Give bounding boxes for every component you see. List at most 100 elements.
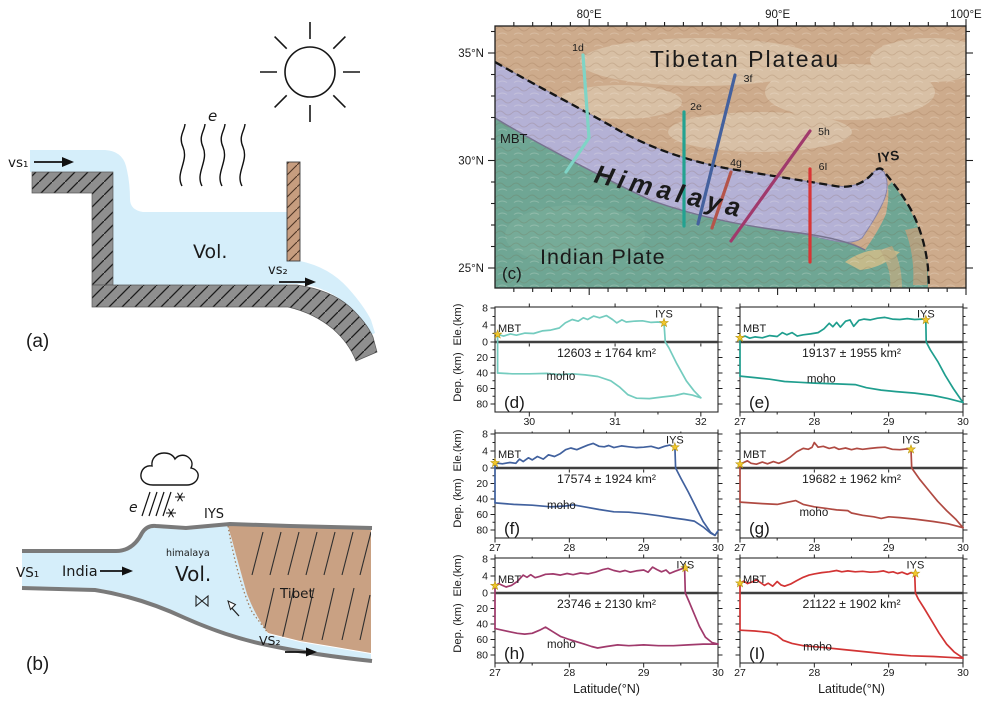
dep-tick-label: 20: [476, 352, 488, 364]
ele-axis-label: Ele.(km): [452, 429, 464, 471]
area-label: 19137 ± 1955 km²: [802, 346, 901, 360]
dep-tick-label: 60: [476, 509, 488, 521]
map-axis-ticks: 80°E 90°E 100°E 35°N 30°N 25°N: [458, 9, 982, 295]
moho-label: moho: [547, 639, 576, 651]
vs2-arrow: [285, 647, 317, 657]
ele-tick-label: 0: [482, 337, 488, 349]
elevation-profile: [494, 442, 676, 465]
himalaya-label: himalaya: [166, 548, 210, 559]
panel-a-reservoir-diagram: vs₁ vs₂ e Vol. (a): [8, 22, 378, 362]
dep-tick-label: 40: [476, 368, 488, 380]
moho-line: [494, 502, 719, 537]
dep-tick-label: 20: [476, 478, 488, 490]
mbt-marker: [489, 457, 501, 468]
vs2-arrow: [279, 277, 316, 287]
x-tick-label: 30: [712, 667, 724, 679]
iys-label: IYS: [907, 560, 925, 572]
crust-channel: [22, 526, 371, 659]
moho-line: [494, 626, 719, 649]
profile-panel-g: 27 28 29 30 MBT IYS moho 19682 ± 1962 km² (g): [734, 429, 969, 554]
ele-axis-label: Ele.(km): [452, 303, 464, 345]
mbt-marker: [734, 458, 746, 469]
extension-arrow-icon: [227, 600, 240, 617]
map-lat-tick-label: 25°N: [458, 263, 484, 275]
map-profile-label-4g: 4g: [730, 157, 742, 169]
left-wall: [31, 171, 114, 286]
x-tick-label: 31: [609, 416, 621, 428]
map-profile-label-5h: 5h: [818, 126, 830, 138]
panel-letter: (h): [504, 644, 525, 663]
map-lon-tick-label: 90°E: [765, 9, 790, 21]
profile-panel-I: 27 28 29 30 MBT IYS moho 21122 ± 1902 km² (I): [734, 554, 969, 679]
latitude-axis-label: Latitude(°N): [573, 682, 640, 696]
panel-a-letter: (a): [26, 331, 49, 352]
x-tick-label: 27: [734, 416, 746, 428]
iys-label: IYS: [655, 309, 673, 321]
map-profile-label-2e: 2e: [690, 101, 702, 113]
dep-tick-label: 80: [476, 399, 488, 411]
x-tick-label: 30: [957, 416, 969, 428]
elevation-profile: [496, 314, 665, 337]
moho-line: [739, 499, 964, 529]
dep-tick-label: 80: [476, 525, 488, 537]
evaporation-label: e: [208, 107, 217, 125]
evaporation-label: e: [129, 500, 138, 516]
moho-line: [739, 375, 964, 404]
panel-c-letter: (c): [502, 264, 522, 283]
x-tick-label: 27: [734, 667, 746, 679]
fold-axis-symbol: [195, 594, 209, 608]
panel-letter: (e): [749, 393, 770, 412]
mbt-label: MBT: [743, 574, 767, 586]
map-iys-label: IYS: [877, 148, 901, 166]
dep-tick-label: 60: [476, 383, 488, 395]
iys-marker: [658, 317, 670, 328]
iys-descent-line: [913, 572, 964, 659]
iys-suture-south-branch: [885, 173, 931, 288]
profile-panel-e: 27 28 29 30 MBT IYS moho 19137 ± 1955 km² (e): [734, 303, 969, 428]
moho-label: moho: [547, 500, 576, 512]
x-tick-label: 28: [808, 416, 820, 428]
x-tick-label: 30: [957, 667, 969, 679]
map-profile-label-6I: 6I: [819, 161, 828, 173]
mbt-label: MBT: [743, 323, 767, 335]
profile-panel-d: 30 31 32 0 4 8 20 40 60 80 MBT IYS moho 12603 ± 1764 …: [476, 303, 723, 428]
area-label: 17574 ± 1924 km²: [557, 472, 656, 486]
map-profile-line-5h: [729, 129, 812, 243]
india-label: India: [62, 564, 98, 580]
map-profile-line-1d: [564, 53, 591, 174]
iys-suture-line: [495, 61, 885, 188]
map-lon-tick-label: 80°E: [577, 9, 602, 21]
x-tick-label: 30: [523, 416, 535, 428]
panel-b-letter: (b): [26, 654, 49, 675]
map-title: Tibetan Plateau: [650, 46, 840, 72]
panel-letter: (f): [504, 519, 520, 538]
mbt-marker: [734, 577, 746, 588]
iys-descent-line: [683, 567, 719, 645]
x-tick-label: 28: [563, 542, 575, 554]
dep-axis-label: Dep. (km): [452, 352, 464, 402]
vs1-label: vs₁: [8, 155, 28, 171]
moho-line: [739, 629, 964, 659]
x-tick-label: 29: [883, 542, 895, 554]
area-label: 21122 ± 1902 km²: [802, 597, 900, 611]
iys-descent-line: [924, 319, 964, 404]
mbt-label: MBT: [498, 323, 522, 335]
x-tick-label: 32: [695, 416, 707, 428]
profile-panel-h: 27 28 29 30 0 4 8 20 40 60 80 MBT IYS moho 23746 ± 213…: [476, 554, 724, 680]
mbt-label: MBT: [743, 449, 767, 461]
x-tick-label: 27: [489, 667, 501, 679]
profile-panel-f: 27 28 29 30 0 4 8 20 40 60 80 MBT IYS moho 17574 ± 192…: [476, 429, 724, 555]
mbt-label: MBT: [498, 574, 522, 586]
map-indian-plate-label: Indian Plate: [540, 245, 666, 269]
iys-marker: [910, 568, 921, 578]
vs1-arrow: [34, 157, 74, 167]
map-lon-tick-label: 100°E: [950, 9, 982, 21]
panel-letter: (g): [749, 519, 770, 538]
dep-axis-label: Dep. (km): [452, 603, 464, 653]
map-profile-lines: 1d 2e 3f 4g 5h 6I: [564, 42, 830, 264]
mbt-label: MBT: [498, 449, 522, 461]
map-lat-tick-label: 30°N: [458, 156, 484, 168]
bottom-slab-line: [21, 586, 373, 663]
area-label: 23746 ± 2130 km²: [557, 597, 656, 611]
map-profile-label-1d: 1d: [572, 42, 584, 54]
